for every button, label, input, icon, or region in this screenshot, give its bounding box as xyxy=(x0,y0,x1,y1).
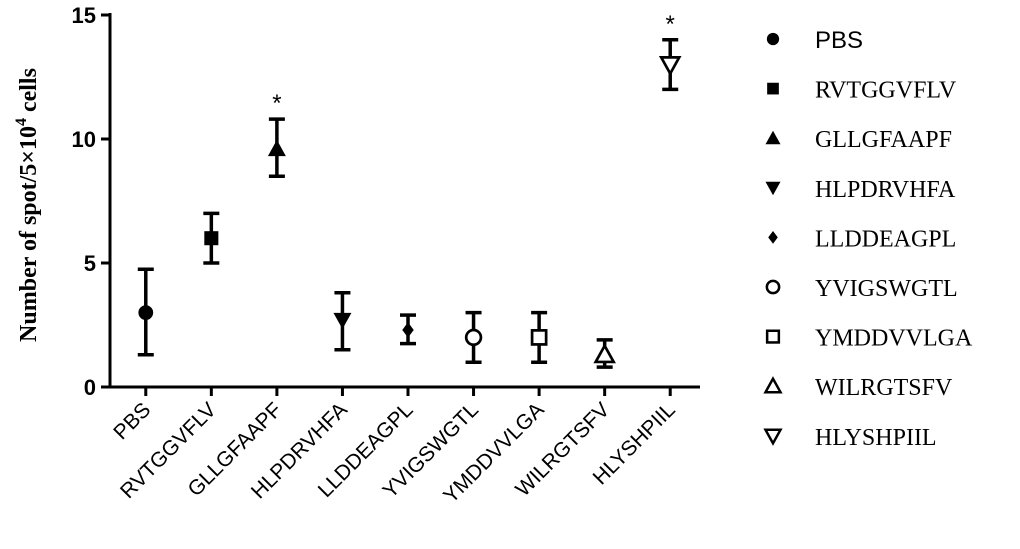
legend-marker xyxy=(765,130,781,145)
legend-item: LLDDEAGPL xyxy=(768,226,956,252)
data-point-marker xyxy=(402,322,414,338)
legend: PBS RVTGGVFLV GLLGFAAPF HLPDRVHFA LLDDEAGPL Y… xyxy=(763,27,973,451)
data-point-group: * xyxy=(267,90,286,178)
legend-label: YMDDVVLGA xyxy=(815,326,973,352)
legend-item: GLLGFAAPF xyxy=(765,127,952,153)
data-point-group xyxy=(333,291,352,352)
legend-label: WILRGTSFV xyxy=(815,375,953,401)
legend-marker xyxy=(768,231,778,244)
legend-label: PBS xyxy=(815,27,863,54)
y-axis-label-tail: cells xyxy=(16,68,42,118)
legend-label: GLLGFAAPF xyxy=(815,127,952,153)
legend-item: RVTGGVFLV xyxy=(767,78,957,104)
y-tick-label: 5 xyxy=(84,251,96,276)
data-point-marker xyxy=(593,342,616,364)
legend-marker xyxy=(765,181,781,196)
data-point-group xyxy=(400,313,416,346)
data-point-marker xyxy=(204,231,219,246)
legend-marker xyxy=(763,428,783,446)
legend-label: YVIGSWGTL xyxy=(815,276,958,302)
y-tick-label: 10 xyxy=(72,127,96,152)
data-point-marker xyxy=(138,305,154,320)
legend-label: HLYSHPIIL xyxy=(815,425,937,451)
legend-marker xyxy=(765,279,781,295)
legend-marker xyxy=(763,376,783,394)
legend-label: LLDDEAGPL xyxy=(815,226,956,252)
data-point-marker xyxy=(267,139,286,157)
legend-marker xyxy=(767,82,779,95)
data-point-group: * xyxy=(658,11,682,92)
data-point-marker xyxy=(464,328,483,347)
data-point-group xyxy=(464,310,483,364)
legend-item: YMDDVVLGA xyxy=(765,326,973,352)
data-point-group xyxy=(530,310,548,364)
legend-item: HLYSHPIIL xyxy=(763,425,937,451)
legend-item: YVIGSWGTL xyxy=(765,276,958,302)
axes: 051015PBSRVTGGVFLVGLLGFAAPFHLPDRVHFALLDD… xyxy=(72,3,700,508)
y-tick-label: 0 xyxy=(84,375,96,400)
legend-label: RVTGGVFLV xyxy=(815,78,957,104)
legend-label: HLPDRVHFA xyxy=(815,177,956,203)
y-axis-label-main: Number of spot/5×10 xyxy=(16,126,42,342)
legend-item: WILRGTSFV xyxy=(763,375,953,401)
y-axis-label: Number of spot/5×104 cells xyxy=(13,68,42,342)
legend-item: HLPDRVHFA xyxy=(765,177,956,203)
significance-annotation: * xyxy=(272,90,281,117)
data-point-group xyxy=(137,267,154,357)
legend-item: PBS xyxy=(766,27,863,54)
legend-marker xyxy=(765,329,781,344)
data-point-group xyxy=(593,338,616,369)
x-tick-label: PBS xyxy=(109,398,155,444)
legend-marker xyxy=(766,32,780,46)
significance-annotation: * xyxy=(666,11,675,38)
data-point-marker xyxy=(658,56,682,77)
data-point-marker xyxy=(530,329,548,346)
y-axis-label-superscript: 4 xyxy=(13,118,30,126)
data-point-marker xyxy=(333,312,352,330)
data-points: ** xyxy=(137,11,682,369)
data-point-group xyxy=(203,211,220,265)
y-tick-label: 15 xyxy=(72,3,96,28)
